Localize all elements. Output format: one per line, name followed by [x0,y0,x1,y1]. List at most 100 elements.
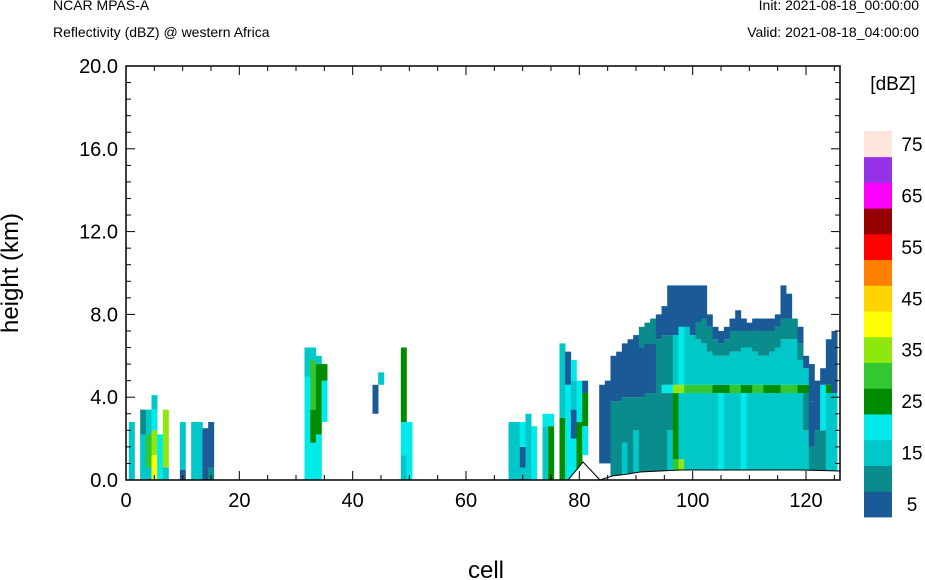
reflectivity-cell [684,285,691,327]
reflectivity-cell [797,359,804,385]
reflectivity-cell [616,351,623,402]
reflectivity-cell [763,330,770,356]
reflectivity-cell [667,393,674,431]
reflectivity-cell [695,384,702,394]
reflectivity-cell [763,384,770,394]
reflectivity-cell [769,318,776,331]
reflectivity-cell [723,326,730,340]
reflectivity-cell [661,393,668,474]
reflectivity-cell [746,393,753,474]
reflectivity-cell [672,335,679,385]
reflectivity-cell [769,384,776,394]
reflectivity-cell [780,318,787,340]
reflectivity-cell [582,393,589,427]
reflectivity-cell [729,351,736,385]
reflectivity-cell [661,306,668,336]
reflectivity-cell [519,446,526,468]
reflectivity-cell [814,430,821,474]
colorbar-label: 35 [901,341,922,362]
reflectivity-cell [808,401,815,447]
reflectivity-cell [582,380,589,394]
reflectivity-cell [786,393,793,474]
reflectivity-cell [531,426,538,480]
y-axis-title: height (km) [0,213,24,333]
reflectivity-cell [565,384,572,480]
reflectivity-cell [304,347,311,377]
reflectivity-cell [400,422,407,456]
reflectivity-cell [315,364,322,435]
reflectivity-cell [638,397,645,474]
reflectivity-cell [196,422,203,480]
reflectivity-cell [406,422,413,480]
reflectivity-cell [701,318,708,344]
reflectivity-cell [672,459,679,474]
reflectivity-cell [814,380,821,431]
reflectivity-cell [803,430,810,474]
colorbar-swatch [864,311,892,338]
reflectivity-cell [752,318,759,331]
reflectivity-cell [655,314,662,340]
reflectivity-cell [321,364,328,381]
reflectivity-cell [400,455,407,480]
reflectivity-cell [610,401,617,476]
reflectivity-cell [831,330,838,394]
reflectivity-cell [803,355,810,369]
reflectivity-cell [650,343,657,394]
reflectivity-cell [667,430,674,474]
reflectivity-cell [757,330,764,356]
reflectivity-cell [723,355,730,385]
reflectivity-cell [763,355,770,385]
reflectivity-cell [315,355,322,365]
reflectivity-cell [678,326,685,385]
reflectivity-cell [723,339,730,356]
colorbar-swatch [864,131,892,158]
y-tick-label: 4.0 [90,387,118,409]
reflectivity-cell [791,393,798,474]
reflectivity-cell [718,384,725,394]
reflectivity-cell [746,322,753,331]
reflectivity-cell [712,326,719,340]
colorbar-swatch [864,285,892,312]
reflectivity-cell [604,380,611,464]
reflectivity-cell [786,384,793,394]
reflectivity-cell [825,339,832,385]
reflectivity-cell [797,384,804,394]
reflectivity-cell [808,364,815,402]
reflectivity-cell [797,326,804,344]
reflectivity-cell [179,469,186,480]
reflectivity-cell [820,430,827,474]
reflectivity-cell [315,434,322,480]
y-tick-label: 20.0 [79,56,118,78]
reflectivity-cell [667,335,674,385]
reflectivity-cell [304,376,311,480]
reflectivity-cell [752,393,759,474]
y-axis: 0.0 4.0 8.0 12.0 16.0 20.0 [79,56,840,492]
reflectivity-cell [208,467,215,480]
reflectivity-cell [678,285,685,327]
reflectivity-cell [695,322,702,340]
reflectivity-cell [718,330,725,344]
reflectivity-cell [542,413,549,427]
reflectivity-cell [729,330,736,352]
x-tick-label: 60 [455,490,477,512]
plot-frame [125,65,841,481]
reflectivity-cell [162,467,169,480]
colorbar-swatch [864,259,892,286]
reflectivity-cell [542,426,549,480]
reflectivity-cells [128,285,838,480]
reflectivity-cell [735,351,742,385]
reflectivity-cell [791,384,798,394]
reflectivity-cell [723,384,730,394]
reflectivity-cell [140,409,147,435]
reflectivity-cell [508,422,515,480]
reflectivity-cell [786,318,793,340]
reflectivity-cell [576,422,583,480]
reflectivity-cell [701,384,708,394]
reflectivity-cell [723,393,730,474]
reflectivity-cell [808,446,815,474]
reflectivity-cell [774,393,781,474]
x-tick-label: 120 [789,490,822,512]
reflectivity-cell [706,314,713,327]
x-axis-title: cell [468,557,504,580]
reflectivity-cell [786,293,793,319]
